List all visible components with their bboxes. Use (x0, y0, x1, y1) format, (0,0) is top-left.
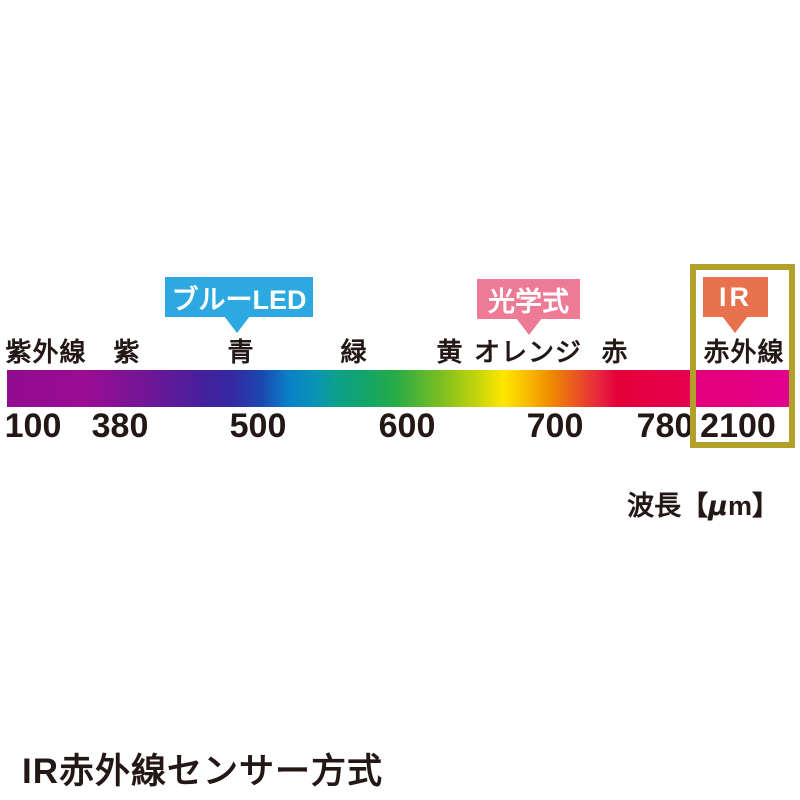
band-label-yellow: 黄 (436, 337, 464, 367)
ir-callout: IR (703, 277, 768, 317)
tick-700: 700 (526, 407, 584, 445)
tick-100: 100 (4, 407, 62, 445)
wavelength-unit-prefix: 波長【 (627, 491, 709, 521)
band-label-orange: オレンジ (473, 337, 583, 367)
band-label-ultraviolet: 紫外線 (5, 337, 87, 367)
band-label-green: 緑 (340, 337, 368, 367)
wavelength-unit-suffix: m】 (727, 491, 779, 521)
optical-callout-pointer-icon (516, 318, 542, 335)
optical-callout: 光学式 (477, 279, 580, 319)
blue-led-callout-pointer-icon (224, 316, 250, 333)
band-label-blue: 青 (227, 337, 255, 367)
tick-600: 600 (378, 407, 436, 445)
spectrum-bar (7, 370, 789, 407)
blue-led-callout: ブルーLED (165, 277, 313, 317)
band-label-red: 赤 (601, 337, 629, 367)
band-label-violet: 紫 (113, 337, 141, 367)
wavelength-unit-label: 波長【μm】 (627, 484, 779, 523)
ir-callout-label: IR (719, 281, 752, 312)
page-title: IR赤外線センサー方式 (22, 752, 384, 791)
blue-led-callout-label: ブルーLED (171, 284, 307, 315)
band-label-infrared: 赤外線 (703, 337, 785, 367)
tick-380: 380 (91, 407, 149, 445)
ir-highlight-box (690, 264, 795, 448)
tick-2100: 2100 (700, 407, 776, 445)
wavelength-unit-mu: μ (708, 491, 728, 522)
tick-500: 500 (229, 407, 287, 445)
optical-callout-label: 光学式 (488, 286, 569, 317)
tick-780: 780 (636, 407, 694, 445)
